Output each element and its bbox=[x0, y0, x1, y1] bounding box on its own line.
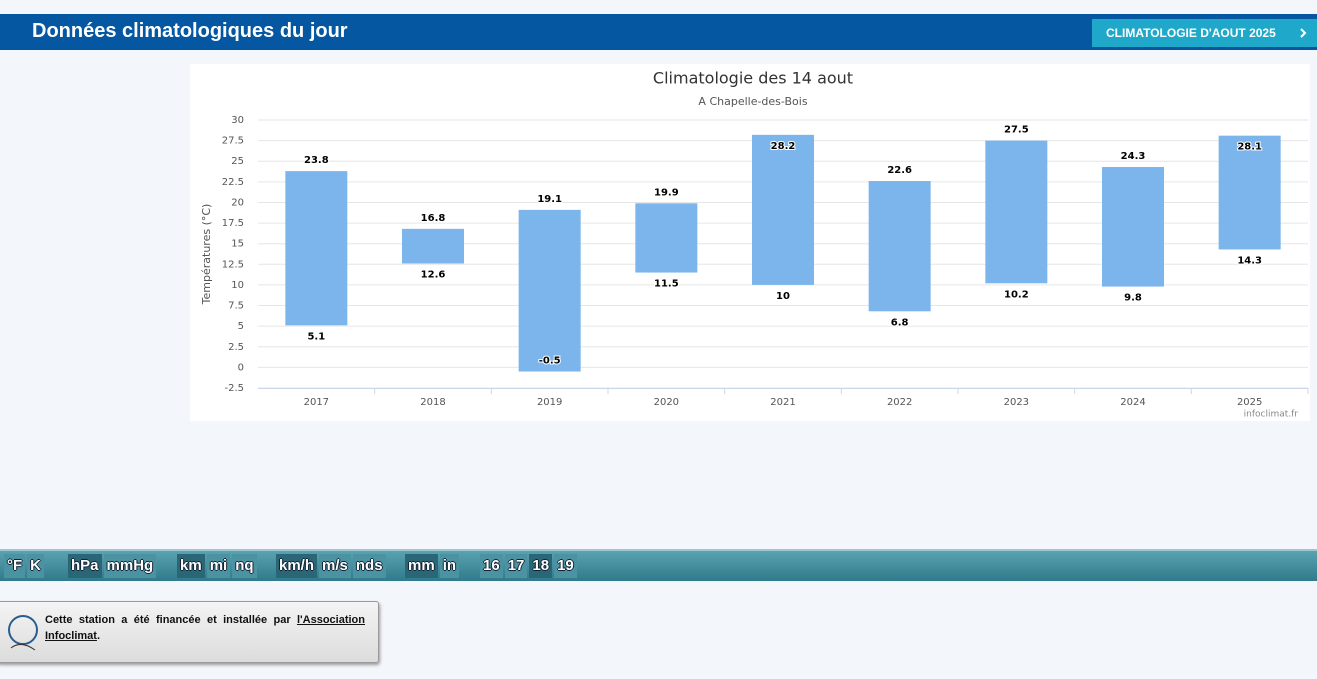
x-tick-label: 2019 bbox=[537, 397, 562, 408]
range-bar bbox=[985, 140, 1048, 284]
unit-group: km/h m/s nds bbox=[276, 554, 388, 578]
x-tick-label: 2025 bbox=[1237, 397, 1262, 408]
high-label: 24.3 bbox=[1121, 151, 1146, 162]
page-title: Données climatologiques du jour bbox=[32, 20, 348, 42]
unit-button[interactable]: km bbox=[177, 554, 205, 578]
unit-button[interactable]: m/s bbox=[319, 554, 351, 578]
unit-button[interactable]: mmHg bbox=[103, 554, 157, 578]
high-label: 22.6 bbox=[887, 165, 912, 176]
high-label: 19.9 bbox=[654, 187, 679, 198]
low-label: 12.6 bbox=[421, 269, 446, 280]
range-bar bbox=[752, 134, 814, 285]
unit-button[interactable]: 19 bbox=[554, 554, 577, 578]
unit-button[interactable]: 17 bbox=[504, 554, 528, 578]
range-bar bbox=[868, 181, 931, 312]
header-bar: Données climatologiques du jour CLIMATOL… bbox=[0, 14, 1317, 50]
unit-group: hPa mmHg bbox=[68, 554, 158, 578]
x-tick-label: 2022 bbox=[887, 397, 912, 408]
unit-button[interactable]: K bbox=[27, 554, 45, 578]
credit: infoclimat.fr bbox=[1244, 410, 1299, 420]
y-tick-label: 17.5 bbox=[222, 218, 244, 229]
logo bbox=[8, 615, 38, 651]
unit-button[interactable]: nq bbox=[232, 554, 257, 578]
y-tick-label: 27.5 bbox=[222, 136, 244, 147]
y-tick-label: -2.5 bbox=[224, 383, 244, 394]
range-bar bbox=[402, 228, 464, 264]
y-tick-label: 22.5 bbox=[222, 177, 244, 188]
x-tick-label: 2017 bbox=[304, 397, 329, 408]
unit-button[interactable]: mm bbox=[405, 554, 438, 578]
y-tick-label: 0 bbox=[238, 362, 244, 373]
low-label: 10.2 bbox=[1004, 289, 1029, 300]
high-label: 16.8 bbox=[421, 213, 446, 224]
unit-button[interactable]: mi bbox=[206, 554, 231, 578]
note-body: Cette station a été financée et installé… bbox=[45, 614, 297, 626]
low-label: 5.1 bbox=[307, 331, 325, 342]
low-label: 11.5 bbox=[654, 279, 679, 290]
unit-button[interactable]: nds bbox=[352, 554, 386, 578]
y-tick-label: 15 bbox=[231, 239, 244, 250]
unit-button[interactable]: in bbox=[439, 554, 460, 578]
low-label: 14.3 bbox=[1237, 255, 1262, 266]
x-tick-label: 2020 bbox=[654, 397, 679, 408]
y-tick-label: 5 bbox=[238, 321, 244, 332]
unit-button[interactable]: hPa bbox=[68, 554, 102, 578]
y-tick-label: 10 bbox=[231, 280, 244, 291]
high-label: 27.5 bbox=[1004, 125, 1029, 136]
x-tick-label: 2021 bbox=[770, 397, 795, 408]
range-bar bbox=[635, 203, 698, 273]
x-tick-label: 2023 bbox=[1004, 397, 1029, 408]
range-bar bbox=[1218, 135, 1281, 250]
chart-panel: Climatologie des 14 aout A Chapelle-des-B… bbox=[190, 64, 1310, 421]
note-end: . bbox=[96, 630, 101, 642]
chart-title: Climatologie des 14 aout bbox=[653, 69, 853, 88]
note-text: Cette station a été financée et installé… bbox=[45, 612, 365, 644]
unit-button[interactable]: km/h bbox=[276, 554, 318, 578]
y-tick-label: 2.5 bbox=[228, 342, 244, 353]
low-label: -0.5 bbox=[539, 356, 561, 367]
y-tick-label: 25 bbox=[231, 156, 244, 167]
x-tick-label: 2024 bbox=[1120, 397, 1145, 408]
sponsor-note: Cette station a été financée et installé… bbox=[0, 601, 379, 663]
y-axis-label: Températures (°C) bbox=[200, 204, 213, 306]
low-label: 9.8 bbox=[1124, 293, 1142, 304]
unit-group: 16 17 18 19 bbox=[480, 554, 579, 578]
unit-group: km mi nq bbox=[177, 554, 259, 578]
y-tick-label: 7.5 bbox=[228, 301, 244, 312]
association-link[interactable]: l'Association Infoclimat bbox=[45, 614, 365, 642]
unit-button[interactable]: 16 bbox=[480, 554, 503, 578]
unit-group: mm in bbox=[405, 554, 461, 578]
high-label: 28.1 bbox=[1237, 142, 1262, 153]
month-button[interactable]: CLIMATOLOGIE D'AOUT 2025 bbox=[1092, 19, 1317, 47]
unit-button[interactable]: °F bbox=[4, 554, 26, 578]
chart: Climatologie des 14 aout A Chapelle-des-B… bbox=[200, 69, 1309, 420]
range-bar bbox=[1102, 167, 1164, 287]
range-bar bbox=[518, 209, 581, 372]
unit-group: °F K bbox=[4, 554, 46, 578]
low-label: 10 bbox=[776, 291, 790, 302]
y-tick-label: 12.5 bbox=[222, 259, 244, 270]
high-label: 23.8 bbox=[304, 155, 329, 166]
unit-button[interactable]: 18 bbox=[529, 554, 553, 578]
chart-subtitle: A Chapelle-des-Bois bbox=[698, 95, 807, 108]
y-tick-label: 20 bbox=[231, 197, 244, 208]
range-bar bbox=[285, 171, 348, 326]
low-label: 6.8 bbox=[891, 317, 909, 328]
x-tick-label: 2018 bbox=[420, 397, 445, 408]
y-tick-label: 30 bbox=[231, 115, 244, 126]
button-label: CLIMATOLOGIE D'AOUT 2025 bbox=[1106, 26, 1276, 40]
high-label: 28.2 bbox=[771, 141, 796, 152]
chevron-icon bbox=[1300, 28, 1307, 38]
high-label: 19.1 bbox=[537, 194, 562, 205]
